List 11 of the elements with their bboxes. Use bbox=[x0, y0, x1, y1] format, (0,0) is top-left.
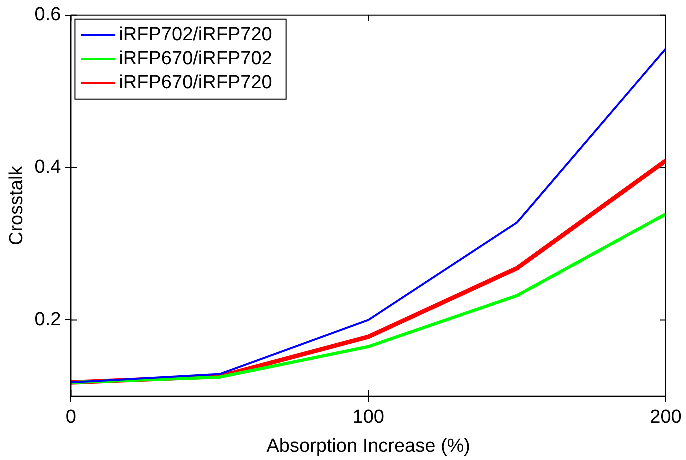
legend-label: iRFP670/iRFP720 bbox=[119, 72, 272, 94]
x-tick-label: 100 bbox=[352, 407, 384, 428]
y-tick-label: 0.2 bbox=[34, 309, 62, 330]
legend-label: iRFP702/iRFP720 bbox=[119, 24, 272, 46]
y-tick-label: 0.4 bbox=[34, 157, 62, 178]
x-tick-label: 0 bbox=[66, 407, 76, 428]
y-axis-title: Crosstalk bbox=[6, 166, 28, 246]
x-tick-label: 200 bbox=[650, 407, 682, 428]
y-tick-label: 0.6 bbox=[34, 4, 62, 26]
x-axis-title: Absorption Increase (%) bbox=[266, 436, 471, 457]
legend-label: iRFP670/iRFP702 bbox=[119, 48, 272, 70]
